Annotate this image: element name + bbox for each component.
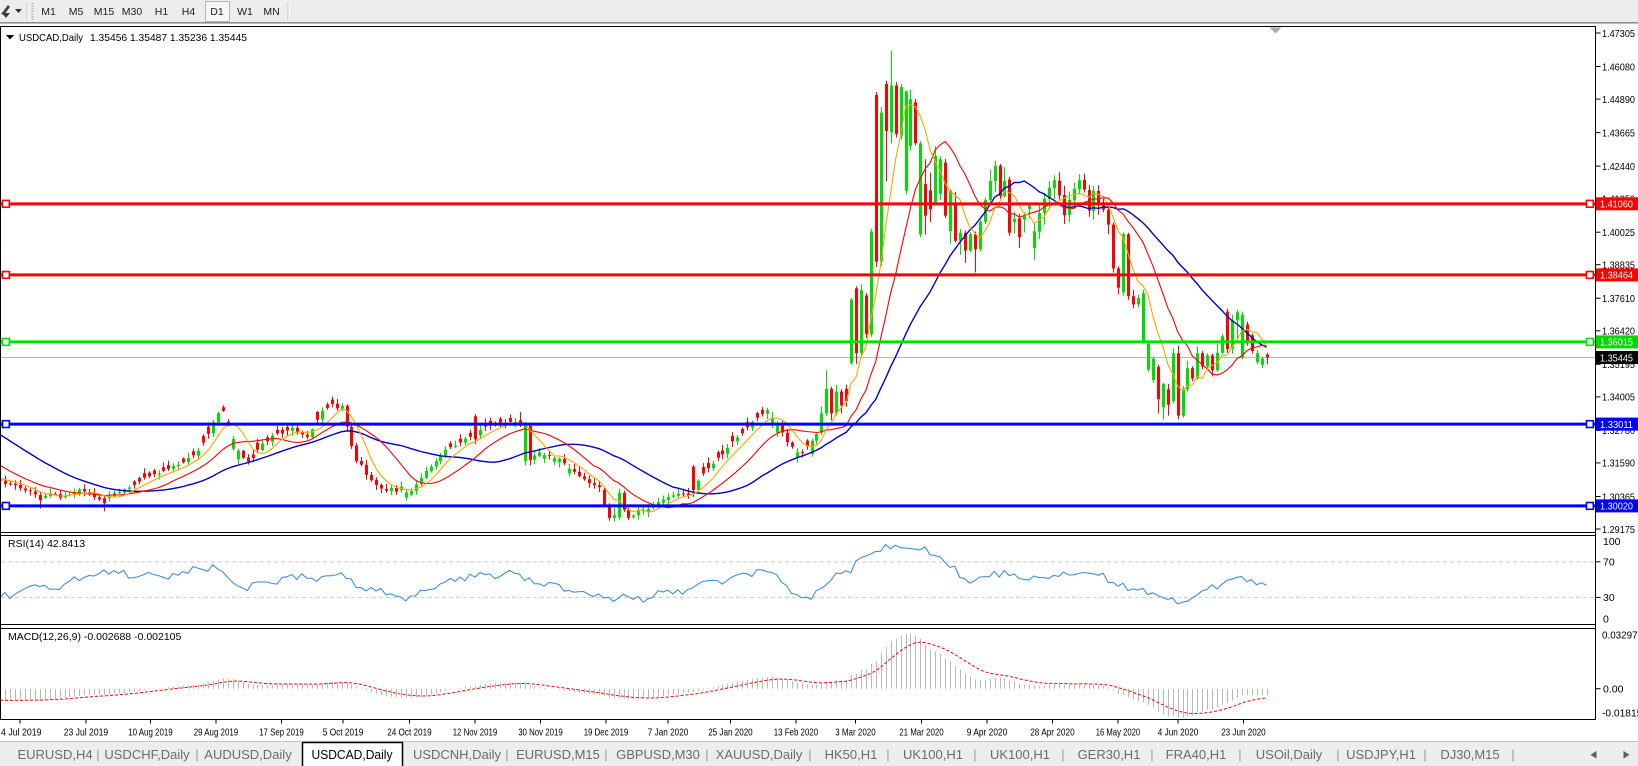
svg-text:1.30020: 1.30020 [1600,501,1633,513]
svg-text:|: | [96,747,99,762]
svg-text:|: | [1336,747,1339,762]
svg-text:MACD(12,26,9) -0.002688 -0.002: MACD(12,26,9) -0.002688 -0.002105 [8,631,182,643]
svg-text:W1: W1 [237,6,253,18]
svg-text:1.35445: 1.35445 [1600,352,1633,364]
svg-text:|: | [505,747,508,762]
svg-text:1.43665: 1.43665 [1602,127,1635,139]
svg-text:UK100,H1: UK100,H1 [903,747,963,762]
svg-text:USOil,Daily: USOil,Daily [1256,747,1323,762]
svg-text:M5: M5 [69,6,84,18]
svg-text:GBPUSD,M30: GBPUSD,M30 [616,747,700,762]
svg-text:H1: H1 [155,6,169,18]
svg-text:19 Dec 2019: 19 Dec 2019 [584,727,629,739]
svg-text:70: 70 [1603,556,1615,568]
svg-text:0.032972: 0.032972 [1602,630,1638,642]
svg-text:0.00: 0.00 [1603,684,1624,696]
svg-text:FRA40,H1: FRA40,H1 [1166,747,1227,762]
svg-text:100: 100 [1603,536,1621,548]
svg-text:1.46080: 1.46080 [1602,61,1635,73]
svg-text:|: | [1150,747,1153,762]
svg-text:1.44890: 1.44890 [1602,94,1635,106]
svg-text:M15: M15 [94,6,115,18]
svg-text:1.35456 1.35487 1.35236 1.3544: 1.35456 1.35487 1.35236 1.35445 [90,32,247,44]
svg-text:MN: MN [263,6,279,18]
svg-text:1.37610: 1.37610 [1602,293,1635,305]
svg-text:1.31590: 1.31590 [1602,458,1635,470]
svg-text:D1: D1 [210,6,224,18]
svg-text:DJ30,M15: DJ30,M15 [1440,747,1499,762]
svg-text:USDCAD,Daily: USDCAD,Daily [19,32,84,44]
svg-text:UK100,H1: UK100,H1 [990,747,1050,762]
svg-text:4 Jul 2019: 4 Jul 2019 [1,727,42,739]
svg-text:XAUUSD,Daily: XAUUSD,Daily [716,747,803,762]
svg-text:AUDUSD,Daily: AUDUSD,Daily [204,747,292,762]
svg-text:1.47305: 1.47305 [1602,28,1635,40]
svg-text:3 Mar 2020: 3 Mar 2020 [835,727,876,739]
svg-text:USDJPY,H1: USDJPY,H1 [1346,747,1416,762]
svg-text:|: | [1511,747,1514,762]
svg-text:USDCNH,Daily: USDCNH,Daily [413,747,502,762]
svg-text:1.36420: 1.36420 [1602,326,1635,338]
svg-text:12 Nov 2019: 12 Nov 2019 [453,727,498,739]
svg-text:|: | [1238,747,1241,762]
svg-text:30: 30 [1603,592,1615,604]
svg-text:5 Oct 2019: 5 Oct 2019 [323,727,364,739]
svg-text:17 Sep 2019: 17 Sep 2019 [259,727,304,739]
svg-text:M30: M30 [122,6,143,18]
svg-text:23 Jul 2019: 23 Jul 2019 [64,727,109,739]
svg-text:M1: M1 [41,6,56,18]
svg-text:1.34005: 1.34005 [1602,392,1635,404]
svg-text:24 Oct 2019: 24 Oct 2019 [387,727,432,739]
svg-text:EURUSD,M15: EURUSD,M15 [516,747,600,762]
svg-text:28 Apr 2020: 28 Apr 2020 [1030,727,1075,739]
svg-text:1.40025: 1.40025 [1602,227,1635,239]
svg-text:EURUSD,H4: EURUSD,H4 [17,747,92,762]
svg-text:-0.018154: -0.018154 [1602,708,1638,720]
svg-text:|: | [1423,747,1426,762]
svg-text:1.29175: 1.29175 [1602,524,1635,536]
svg-text:|: | [808,747,811,762]
svg-text:30 Nov 2019: 30 Nov 2019 [518,727,563,739]
svg-text:|: | [886,747,889,762]
svg-text:7 Jan 2020: 7 Jan 2020 [648,727,689,739]
svg-text:|: | [195,747,198,762]
svg-text:1.36015: 1.36015 [1600,337,1633,349]
svg-text:10 Aug 2019: 10 Aug 2019 [128,727,173,739]
svg-text:9 Apr 2020: 9 Apr 2020 [967,727,1008,739]
svg-text:25 Jan 2020: 25 Jan 2020 [708,727,753,739]
svg-text:23 Jun 2020: 23 Jun 2020 [1221,727,1266,739]
svg-text:1.41060: 1.41060 [1600,199,1633,211]
svg-text:RSI(14) 42.8413: RSI(14) 42.8413 [8,538,85,550]
svg-text:1.38464: 1.38464 [1600,270,1633,282]
svg-text:0: 0 [1603,614,1609,626]
svg-text:1.33011: 1.33011 [1600,419,1633,431]
svg-text:|: | [1061,747,1064,762]
svg-text:1.42440: 1.42440 [1602,161,1635,173]
svg-text:21 Mar 2020: 21 Mar 2020 [899,727,944,739]
svg-text:USDCAD,Daily: USDCAD,Daily [312,747,393,762]
svg-text:16 May 2020: 16 May 2020 [1096,727,1141,739]
svg-text:|: | [604,747,607,762]
svg-text:29 Aug 2019: 29 Aug 2019 [194,727,239,739]
svg-text:H4: H4 [182,6,196,18]
svg-text:4 Jun 2020: 4 Jun 2020 [1158,727,1199,739]
svg-text:13 Feb 2020: 13 Feb 2020 [774,727,819,739]
svg-text:|: | [973,747,976,762]
svg-text:USDCHF,Daily: USDCHF,Daily [104,747,190,762]
svg-text:GER30,H1: GER30,H1 [1078,747,1141,762]
svg-text:HK50,H1: HK50,H1 [825,747,878,762]
svg-text:|: | [705,747,708,762]
